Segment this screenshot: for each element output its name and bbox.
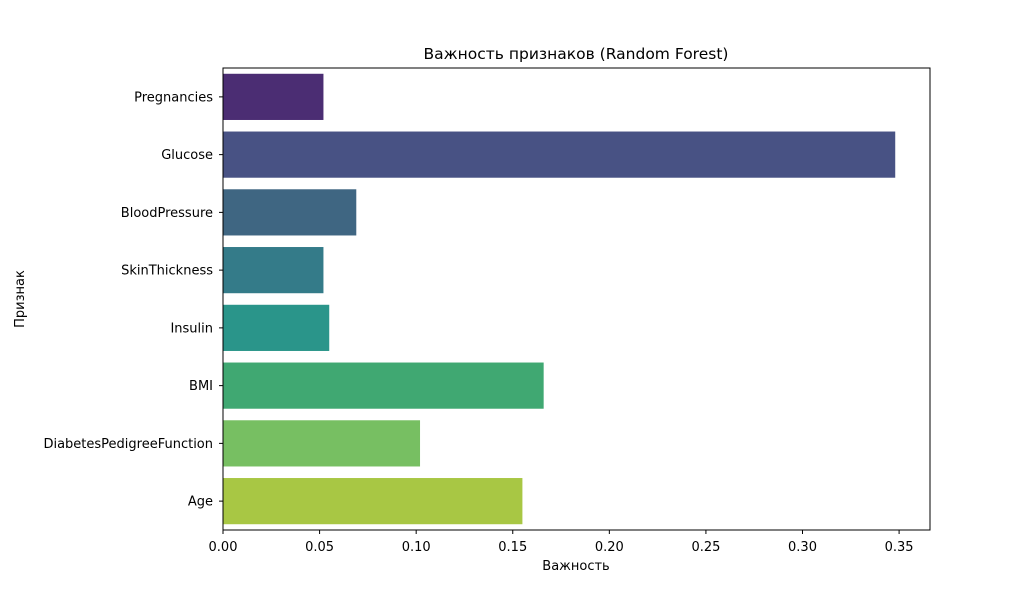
bar-skinthickness (223, 247, 324, 294)
bars-layer (223, 73, 896, 525)
x-axis-label: Важность (542, 559, 609, 574)
y-tick-label: Insulin (170, 321, 213, 336)
y-ticks-layer: Pregnancies Glucose BloodPressure SkinThick… (43, 90, 223, 510)
x-tick-label: 0.25 (691, 540, 720, 555)
y-tick-label: Age (188, 495, 213, 510)
y-tick-label: Pregnancies (134, 90, 213, 105)
x-tick-label: 0.00 (209, 540, 238, 555)
bar-insulin (223, 304, 330, 351)
x-tick-label: 0.10 (402, 540, 431, 555)
x-ticks-layer: 0.00 0.05 0.10 0.15 0.20 0.25 0.30 0.35 (209, 530, 914, 555)
bar-age (223, 478, 523, 525)
x-tick-label: 0.35 (885, 540, 914, 555)
y-tick-label: BMI (189, 379, 213, 394)
bar-bloodpressure (223, 189, 357, 236)
bar-glucose (223, 131, 896, 178)
x-tick-label: 0.30 (788, 540, 817, 555)
x-tick-label: 0.20 (595, 540, 624, 555)
y-tick-label: SkinThickness (121, 264, 213, 279)
plot-frame (222, 67, 931, 531)
bar-pregnancies (223, 73, 324, 120)
x-tick-label: 0.15 (498, 540, 527, 555)
y-axis-label: Признак (13, 270, 28, 328)
y-tick-label: Glucose (161, 148, 213, 163)
x-tick-label: 0.05 (305, 540, 334, 555)
bar-bmi (223, 362, 544, 409)
y-tick-label: BloodPressure (121, 206, 213, 221)
chart-title: Важность признаков (Random Forest) (424, 45, 729, 63)
bar-diabetespedigreefunction (223, 420, 421, 467)
y-tick-label: DiabetesPedigreeFunction (43, 437, 213, 452)
